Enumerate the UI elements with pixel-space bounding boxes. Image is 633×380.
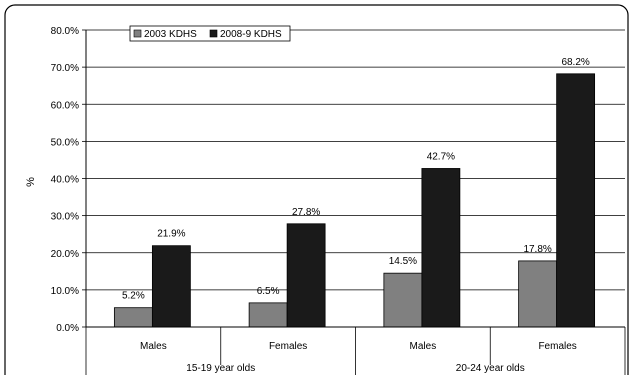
data-label: 14.5% bbox=[389, 256, 417, 267]
y-tick-label: 40.0% bbox=[51, 175, 79, 186]
y-tick-label: 60.0% bbox=[51, 100, 79, 111]
bar bbox=[518, 260, 558, 328]
data-label: 5.2% bbox=[122, 291, 145, 302]
bar bbox=[248, 302, 288, 328]
legend: 2003 KDHS 2008-9 KDHS bbox=[129, 25, 291, 42]
group-label: 20-24 year olds bbox=[456, 363, 525, 374]
bar bbox=[421, 168, 461, 328]
bar bbox=[383, 272, 423, 328]
bar bbox=[286, 223, 326, 328]
bar bbox=[151, 245, 191, 328]
y-tick-label: 10.0% bbox=[51, 286, 79, 297]
legend-swatch bbox=[209, 29, 218, 38]
y-tick-label: 20.0% bbox=[51, 249, 79, 260]
labels-layer: 5.2% 6.5% 14.5% 17.8% 21.9% 27.8% 42.7% 68.2% bbox=[122, 57, 590, 302]
axis-layer: 0.0% 10.0% 20.0% 30.0% 40.0% 50.0% 60.0% 70.0% 8… bbox=[51, 26, 626, 378]
x-tick-label: Males bbox=[140, 341, 167, 352]
y-axis-title: % bbox=[25, 177, 37, 187]
data-label: 27.8% bbox=[292, 207, 320, 218]
y-tick-label: 30.0% bbox=[51, 212, 79, 223]
y-tick-label: 0.0% bbox=[56, 323, 79, 334]
x-tick-label: Females bbox=[269, 341, 307, 352]
legend-label: 2008-9 KDHS bbox=[220, 29, 282, 40]
group-label: 15-19 year olds bbox=[186, 363, 255, 374]
x-tick-label: Females bbox=[538, 341, 576, 352]
bar bbox=[113, 307, 153, 328]
bar bbox=[556, 73, 596, 328]
x-tick-label: Males bbox=[410, 341, 437, 352]
data-label: 42.7% bbox=[427, 151, 455, 162]
y-tick-label: 80.0% bbox=[51, 26, 79, 37]
data-label: 6.5% bbox=[257, 286, 280, 297]
legend-swatch bbox=[133, 29, 142, 38]
legend-label: 2003 KDHS bbox=[144, 29, 197, 40]
data-label: 21.9% bbox=[157, 229, 185, 240]
y-tick-label: 70.0% bbox=[51, 63, 79, 74]
data-label: 68.2% bbox=[561, 57, 589, 68]
bars-layer bbox=[113, 73, 596, 328]
data-label: 17.8% bbox=[523, 244, 551, 255]
y-tick-label: 50.0% bbox=[51, 137, 79, 148]
